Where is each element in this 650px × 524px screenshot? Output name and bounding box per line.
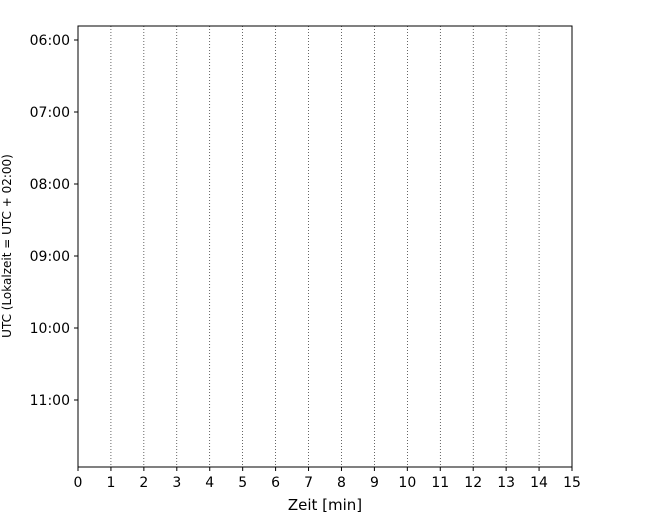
- x-tick-label-0: 0: [74, 475, 83, 491]
- x-tick-label-2: 2: [139, 475, 148, 491]
- x-tick-label-11: 11: [431, 475, 449, 491]
- x-tick-label-5: 5: [238, 475, 247, 491]
- y-tick-label-10:00: 10:00: [30, 321, 70, 337]
- x-tick-label-8: 8: [337, 475, 346, 491]
- x-tick-label-15: 15: [563, 475, 581, 491]
- x-tick-label-7: 7: [304, 475, 313, 491]
- y-axis-label: UTC (Lokalzeit = UTC + 02:00): [0, 154, 14, 338]
- plot-frame: [77, 25, 573, 468]
- x-tick-label-4: 4: [205, 475, 214, 491]
- y-axis-ticks: 06:00 07:00 08:00 09:00 10:00 11:00: [30, 33, 78, 409]
- x-axis-label: Zeit [min]: [288, 496, 362, 514]
- x-tick-label-13: 13: [497, 475, 515, 491]
- x-tick-label-10: 10: [398, 475, 416, 491]
- y-tick-label-09:00: 09:00: [30, 249, 70, 265]
- y-tick-label-07:00: 07:00: [30, 105, 70, 121]
- x-tick-label-12: 12: [464, 475, 482, 491]
- x-tick-label-3: 3: [172, 475, 181, 491]
- x-tick-label-6: 6: [271, 475, 280, 491]
- x-axis-ticks: 0 1 2 3 4 5 6 7 8 9 10 11 12 13 14 15: [74, 467, 581, 491]
- y-tick-label-06:00: 06:00: [30, 33, 70, 49]
- x-tick-label-14: 14: [530, 475, 548, 491]
- y-tick-label-08:00: 08:00: [30, 177, 70, 193]
- x-tick-label-1: 1: [106, 475, 115, 491]
- y-tick-label-11:00: 11:00: [30, 393, 70, 409]
- x-tick-label-9: 9: [370, 475, 379, 491]
